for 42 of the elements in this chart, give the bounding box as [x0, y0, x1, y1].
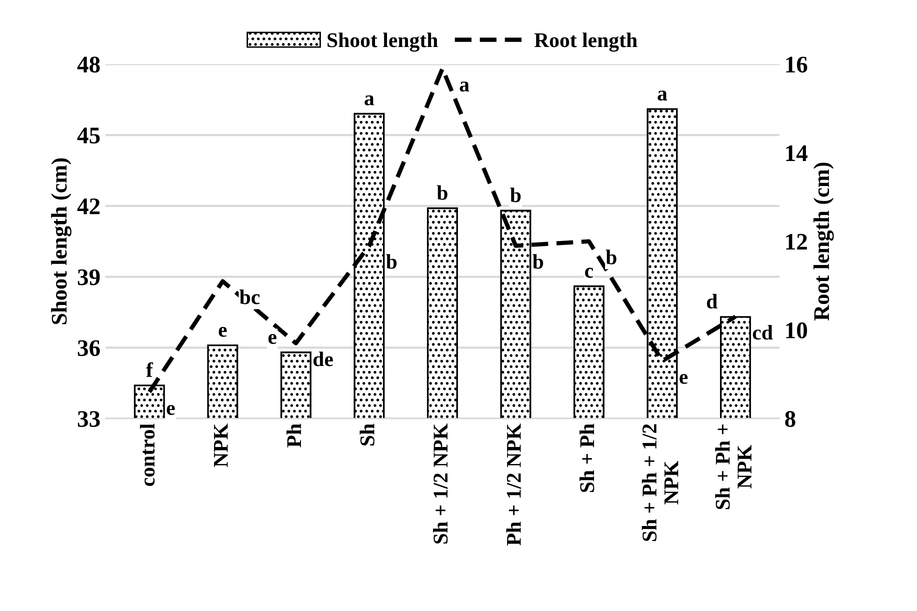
data-label: b: [532, 254, 544, 269]
y-tick-label: 48: [77, 56, 100, 73]
data-label: a: [658, 90, 668, 101]
data-label: f: [146, 362, 154, 377]
x-tick-label: Sh + Ph + NPK: [715, 424, 752, 510]
y-tick-label: 39: [78, 269, 100, 286]
y2-tick-label: 8: [785, 411, 796, 427]
y2-tick-label: 12: [786, 234, 807, 250]
data-label: e: [268, 334, 276, 344]
data-label: e: [218, 326, 227, 337]
y2-tick-label: 10: [786, 322, 808, 338]
data-label: a: [460, 82, 470, 92]
x-tick-label: Ph: [286, 424, 301, 448]
data-label: bc: [240, 290, 260, 304]
data-label: e: [680, 374, 688, 384]
data-label: de: [313, 352, 333, 366]
x-tick-label: Sh + 1/2 NPK: [433, 424, 448, 544]
x-tick-label: Sh + Ph + 1/2 NPK: [642, 424, 678, 541]
y-tick-label: 36: [78, 340, 100, 356]
y-tick-label: 33: [78, 411, 100, 427]
x-tick-label: Sh: [360, 424, 374, 446]
x-tick-label: NPK: [214, 424, 228, 467]
y2-axis-title: Root length (cm): [813, 162, 834, 321]
data-label: b: [510, 188, 521, 202]
data-label: e: [166, 404, 175, 415]
y-axis-title: Shoot length (cm): [51, 158, 72, 324]
data-label: d: [706, 294, 718, 309]
y2-tick-label: 16: [786, 56, 808, 73]
data-label: b: [436, 185, 448, 200]
data-label: a: [364, 95, 374, 106]
legend-label: Root length: [534, 32, 638, 52]
x-tick-label: Ph + 1/2 NPK: [506, 424, 521, 546]
data-label: cd: [752, 324, 773, 340]
y-tick-label: 42: [77, 198, 100, 214]
x-tick-label: Sh + Ph: [580, 424, 594, 492]
y2-tick-label: 14: [786, 145, 808, 161]
legend-label: Shoot length: [328, 32, 438, 52]
data-label: c: [585, 268, 594, 278]
data-label: b: [386, 254, 397, 269]
data-label: b: [606, 250, 616, 264]
y-tick-label: 45: [77, 128, 100, 144]
x-tick-label: control: [140, 424, 155, 486]
